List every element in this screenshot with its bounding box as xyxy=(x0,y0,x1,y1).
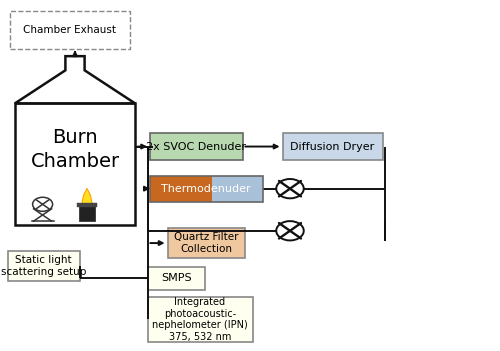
Bar xyxy=(282,133,382,160)
Text: Integrated
photoacoustic-
nephelometer (IPN)
375, 532 nm: Integrated photoacoustic- nephelometer (… xyxy=(152,297,248,342)
Bar xyxy=(150,133,242,160)
Polygon shape xyxy=(82,188,92,205)
Bar xyxy=(77,204,97,207)
Text: 2x SVOC Denuder: 2x SVOC Denuder xyxy=(146,141,246,152)
Text: SMPS: SMPS xyxy=(161,273,192,283)
Text: Static light
scattering setup: Static light scattering setup xyxy=(1,255,86,277)
Text: Thermodenuder: Thermodenuder xyxy=(162,184,251,194)
Text: Diffusion Dryer: Diffusion Dryer xyxy=(290,141,374,152)
Polygon shape xyxy=(15,56,135,103)
Text: Chamber: Chamber xyxy=(30,152,120,171)
Bar xyxy=(150,176,262,202)
Text: Quartz Filter
Collection: Quartz Filter Collection xyxy=(174,232,238,254)
Bar xyxy=(148,267,205,290)
Bar xyxy=(212,176,262,202)
Bar xyxy=(148,297,252,342)
Bar xyxy=(15,103,135,225)
Bar xyxy=(8,251,80,281)
Bar xyxy=(10,11,130,49)
Bar xyxy=(150,176,212,202)
Bar xyxy=(79,205,95,221)
Bar xyxy=(168,228,245,258)
Text: Burn: Burn xyxy=(52,128,98,147)
Text: Chamber Exhaust: Chamber Exhaust xyxy=(24,25,116,35)
